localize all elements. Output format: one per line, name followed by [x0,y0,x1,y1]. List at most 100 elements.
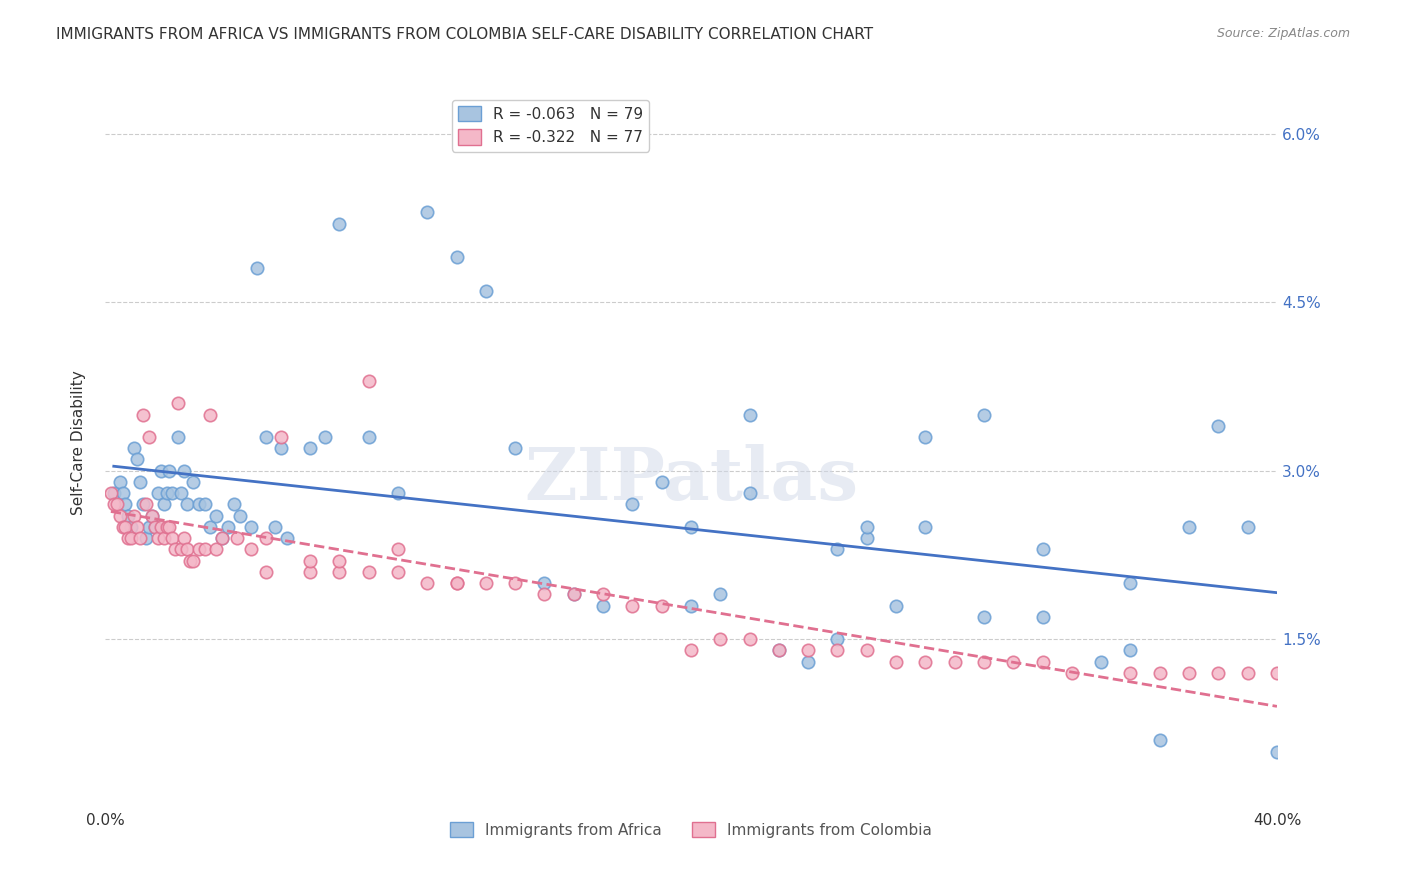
Point [138,430,160,444]
Point [229,508,252,523]
Point [170,486,193,500]
Point [943,655,966,669]
Point [200,408,222,422]
Point [768,643,790,657]
Point [387,565,409,579]
Point [1090,655,1112,669]
Point [135,497,157,511]
Point [117,531,139,545]
Point [914,430,936,444]
Point [1265,665,1288,680]
Point [914,520,936,534]
Point [827,542,849,557]
Point [357,565,380,579]
Point [328,553,350,567]
Point [254,565,277,579]
Point [143,520,166,534]
Point [176,542,198,557]
Point [111,520,134,534]
Point [120,531,142,545]
Point [162,531,184,545]
Point [797,643,820,657]
Point [211,531,233,545]
Legend: Immigrants from Africa, Immigrants from Colombia: Immigrants from Africa, Immigrants from … [444,815,938,844]
Point [1032,609,1054,624]
Point [117,508,139,523]
Point [124,441,146,455]
Point [152,497,174,511]
Point [159,520,181,534]
Point [914,655,936,669]
Point [387,542,409,557]
Point [827,632,849,647]
Point [141,508,163,523]
Point [129,531,152,545]
Point [211,531,233,545]
Point [299,441,322,455]
Point [679,599,702,613]
Point [162,486,184,500]
Point [167,396,190,410]
Point [240,542,263,557]
Point [135,531,157,545]
Point [187,497,209,511]
Point [855,520,877,534]
Point [108,508,131,523]
Point [884,599,907,613]
Point [357,430,380,444]
Point [108,475,131,489]
Point [149,464,172,478]
Point [1119,576,1142,591]
Point [679,643,702,657]
Point [1149,733,1171,747]
Point [254,531,277,545]
Point [738,632,761,647]
Point [120,520,142,534]
Point [1208,665,1230,680]
Point [503,576,526,591]
Point [973,655,995,669]
Point [276,531,298,545]
Point [111,486,134,500]
Point [129,475,152,489]
Point [152,531,174,545]
Point [738,408,761,422]
Point [132,497,155,511]
Point [105,497,128,511]
Point [1119,643,1142,657]
Point [299,553,322,567]
Point [562,587,585,601]
Point [1032,542,1054,557]
Point [143,520,166,534]
Point [132,408,155,422]
Point [328,217,350,231]
Point [165,542,187,557]
Point [167,430,190,444]
Point [357,374,380,388]
Point [314,430,336,444]
Point [194,542,217,557]
Point [270,430,292,444]
Point [328,565,350,579]
Point [124,508,146,523]
Text: ZIPatlas: ZIPatlas [524,443,858,515]
Point [1149,665,1171,680]
Point [1236,520,1258,534]
Point [138,520,160,534]
Point [155,520,177,534]
Point [592,599,614,613]
Y-axis label: Self-Care Disability: Self-Care Disability [72,370,86,515]
Point [446,576,468,591]
Point [533,587,555,601]
Point [855,531,877,545]
Point [855,643,877,657]
Point [797,655,820,669]
Point [155,486,177,500]
Point [225,531,247,545]
Point [146,531,169,545]
Point [1265,745,1288,759]
Point [181,553,204,567]
Point [621,497,644,511]
Point [205,508,228,523]
Point [146,486,169,500]
